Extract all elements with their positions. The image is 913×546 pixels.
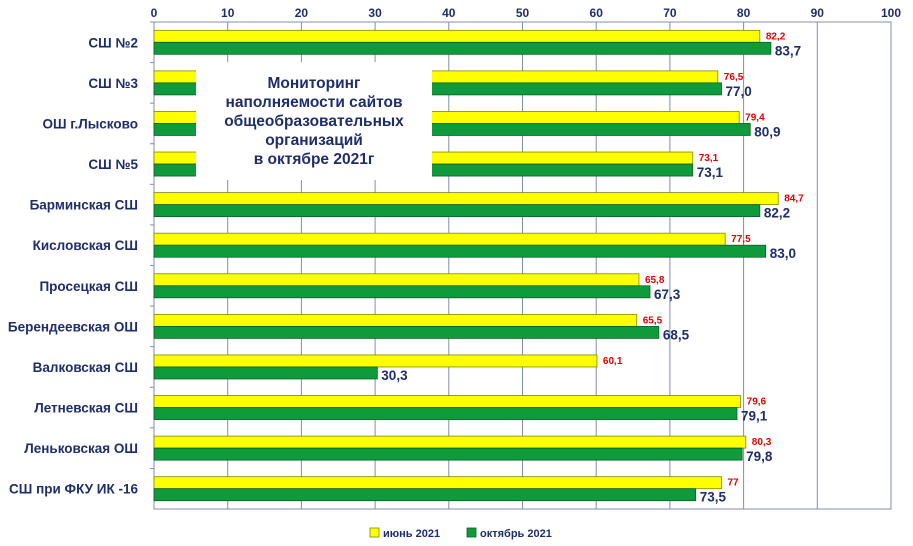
data-label: 82,2 (766, 31, 786, 42)
x-tick-label: 30 (368, 6, 382, 20)
data-label: 84,7 (784, 194, 804, 205)
category-label: Берендеевская ОШ (8, 319, 138, 334)
bar (153, 366, 378, 380)
x-tick-label: 70 (663, 6, 677, 20)
bar (153, 285, 651, 299)
category-label: ОШ г.Лысково (42, 116, 138, 131)
x-tick-label: 100 (881, 6, 901, 20)
x-tick-label: 90 (811, 6, 825, 20)
bar (153, 488, 697, 502)
bar (153, 395, 742, 408)
data-label: 80,3 (752, 437, 772, 448)
bar (153, 325, 660, 339)
bar (153, 313, 638, 327)
data-label: 83,7 (775, 43, 801, 58)
data-label: 30,3 (381, 368, 408, 383)
bar (153, 192, 779, 206)
bar (153, 354, 598, 368)
category-label: Летневская СШ (34, 401, 138, 416)
category-label: Кисловская СШ (33, 238, 138, 253)
x-tick-label: 60 (590, 6, 604, 20)
x-tick-label: 0 (151, 6, 158, 20)
data-label: 79,8 (746, 449, 773, 464)
data-label: 79,4 (745, 112, 765, 123)
data-label: 73,1 (697, 165, 724, 180)
bar (153, 476, 722, 490)
bar (153, 204, 761, 218)
category-label: Валковская СШ (33, 360, 138, 375)
data-label: 79,1 (741, 409, 768, 424)
data-label: 73,1 (699, 153, 719, 164)
data-label: 80,9 (754, 124, 780, 139)
data-label: 60,1 (603, 356, 623, 367)
chart-title: Мониторинг наполняемости сайтов общеобра… (196, 62, 432, 180)
data-label: 73,5 (700, 490, 727, 505)
category-label: СШ №5 (88, 157, 138, 172)
x-tick-label: 40 (442, 6, 456, 20)
x-tick-label: 20 (295, 6, 309, 20)
legend-label: октябрь 2021 (480, 528, 552, 540)
data-label: 77,5 (731, 234, 751, 245)
category-label: СШ №2 (88, 35, 138, 50)
bar (153, 244, 767, 258)
legend-swatch (369, 527, 380, 538)
x-tick-label: 80 (737, 6, 751, 20)
bar (153, 407, 738, 420)
category-label: Леньковская ОШ (24, 441, 138, 456)
category-label: СШ №3 (88, 76, 138, 91)
data-label: 68,5 (663, 327, 690, 342)
bar (153, 447, 743, 461)
data-label: 77 (727, 478, 739, 489)
x-tick-label: 50 (516, 6, 530, 20)
data-label: 82,2 (764, 206, 790, 221)
bar (153, 273, 640, 287)
bar (153, 41, 772, 55)
bar (153, 435, 747, 449)
data-label: 67,3 (654, 287, 681, 302)
data-label: 65,8 (645, 275, 665, 286)
data-label: 83,0 (770, 246, 796, 261)
data-label: 77,0 (725, 84, 751, 99)
data-label: 79,6 (747, 397, 767, 408)
legend-swatch (466, 527, 477, 538)
bar (153, 232, 726, 246)
legend-label: июнь 2021 (383, 528, 440, 540)
category-label: Барминская СШ (30, 198, 138, 213)
data-label: 65,5 (643, 315, 663, 326)
x-tick-label: 10 (221, 6, 235, 20)
data-label: 76,5 (724, 72, 744, 83)
category-label: Просецкая СШ (39, 279, 138, 294)
category-label: СШ при ФКУ ИК -16 (9, 482, 138, 497)
bar (153, 29, 761, 43)
